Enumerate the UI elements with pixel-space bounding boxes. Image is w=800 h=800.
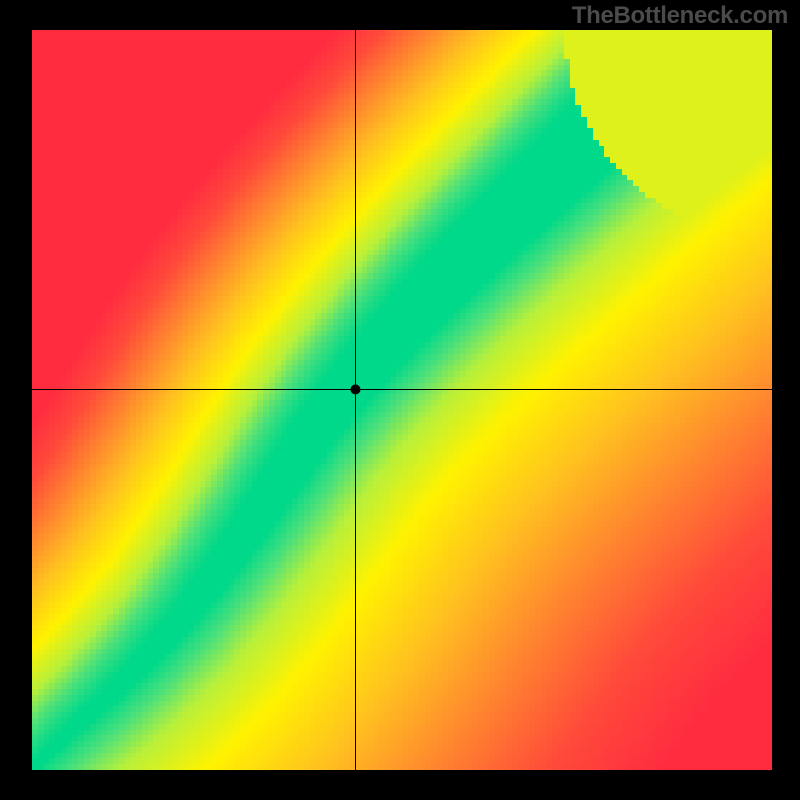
chart-container: TheBottleneck.com bbox=[0, 0, 800, 800]
heatmap-canvas bbox=[32, 30, 772, 770]
watermark-text: TheBottleneck.com bbox=[572, 2, 788, 30]
